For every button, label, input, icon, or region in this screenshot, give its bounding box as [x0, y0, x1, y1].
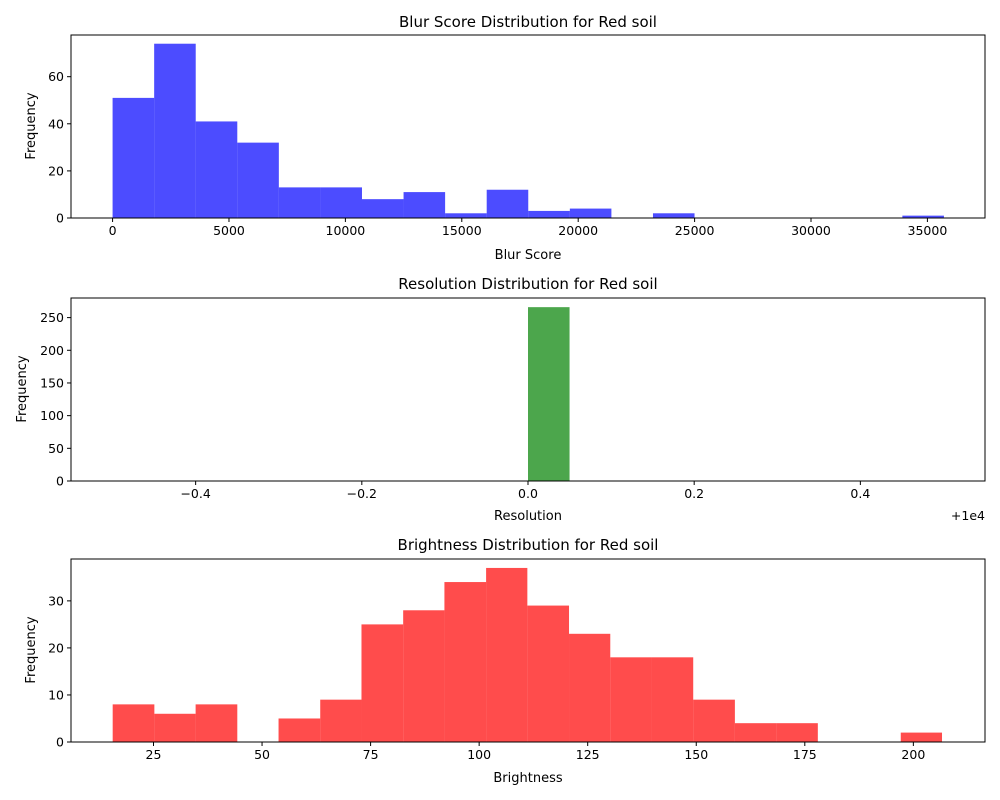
- y-ticks: 0 50 100 150 200 250: [40, 310, 71, 489]
- x-tick-label: 25000: [675, 223, 715, 238]
- histogram-bar: [237, 142, 279, 218]
- histogram-bar: [569, 633, 611, 742]
- histogram-bar: [112, 97, 155, 218]
- x-tick-label: 15000: [442, 223, 482, 238]
- x-tick-label: 10000: [326, 223, 366, 238]
- histogram-bar: [651, 657, 694, 742]
- histogram-bar: [610, 657, 652, 742]
- y-tick-label: 30: [48, 593, 64, 608]
- y-tick-label: 0: [56, 474, 64, 489]
- histogram-bars: [112, 43, 944, 219]
- histogram-bar: [900, 732, 943, 742]
- histogram-bar: [693, 699, 735, 742]
- y-ticks: 0 10 20 30: [48, 593, 71, 750]
- y-tick-label: 250: [40, 310, 64, 325]
- x-tick-label: 125: [576, 747, 600, 762]
- y-tick-label: 20: [48, 163, 64, 178]
- y-ticks: 0 20 40 60: [48, 69, 71, 226]
- x-tick-label: 75: [363, 747, 379, 762]
- x-tick-label: 100: [467, 747, 491, 762]
- histogram-bar: [528, 307, 570, 481]
- histogram-bar: [195, 121, 238, 218]
- histogram-bars: [112, 567, 943, 742]
- x-ticks: 0 5000 10000 15000 20000 25000 30000 35000: [109, 218, 948, 238]
- axes-frame: [70, 34, 986, 219]
- x-tick-label: 150: [684, 747, 708, 762]
- histogram-bar: [734, 723, 777, 742]
- histogram-bar: [569, 208, 612, 218]
- y-axis-label: Frequency: [24, 92, 39, 159]
- histogram-bar: [361, 624, 404, 742]
- offset-text: +1e4: [951, 508, 985, 523]
- histogram-bar: [403, 192, 446, 218]
- x-axis-label: Resolution: [494, 509, 562, 524]
- chart-title: Blur Score Distribution for Red soil: [399, 13, 657, 31]
- histogram-bar: [652, 213, 695, 218]
- x-ticks: −0.4 −0.2 0.0 0.2 0.4: [180, 481, 870, 501]
- y-tick-label: 10: [48, 687, 64, 702]
- histogram-bar: [320, 187, 362, 218]
- x-tick-label: 0.2: [684, 486, 704, 501]
- histogram-bar: [403, 610, 445, 742]
- y-tick-label: 60: [48, 69, 64, 84]
- histogram-bar: [528, 210, 570, 218]
- y-axis-label: Frequency: [15, 355, 30, 422]
- x-tick-label: 0.0: [518, 486, 538, 501]
- y-tick-label: 150: [40, 375, 64, 390]
- y-tick-label: 0: [56, 211, 64, 226]
- y-tick-label: 100: [40, 408, 64, 423]
- x-tick-label: −0.4: [180, 486, 210, 501]
- x-tick-label: 0.4: [850, 486, 870, 501]
- blur-score-panel: Blur Score Distribution for Red soil 0 50…: [24, 13, 986, 263]
- x-tick-label: 200: [901, 747, 925, 762]
- y-axis-label: Frequency: [24, 616, 39, 683]
- x-tick-label: 5000: [213, 223, 245, 238]
- x-tick-label: 0: [109, 223, 117, 238]
- x-tick-label: 25: [146, 747, 162, 762]
- histogram-bars: [528, 307, 570, 481]
- chart-title: Resolution Distribution for Red soil: [398, 275, 657, 293]
- y-tick-label: 50: [48, 441, 64, 456]
- y-tick-label: 20: [48, 640, 64, 655]
- axes-frame: [70, 558, 986, 743]
- histogram-bar: [444, 582, 487, 742]
- y-tick-label: 200: [40, 343, 64, 358]
- histogram-bar: [112, 704, 155, 742]
- x-tick-label: 20000: [558, 223, 598, 238]
- histogram-bar: [278, 187, 321, 218]
- histogram-bar: [195, 704, 238, 742]
- x-tick-label: 30000: [791, 223, 831, 238]
- x-tick-label: 175: [793, 747, 817, 762]
- chart-title: Brightness Distribution for Red soil: [398, 536, 659, 554]
- histogram-bar: [776, 723, 818, 742]
- x-tick-label: 50: [254, 747, 270, 762]
- histogram-bar: [902, 215, 944, 218]
- histogram-bar: [527, 605, 570, 742]
- axes-frame: [70, 297, 986, 482]
- histogram-bar: [320, 699, 362, 742]
- y-tick-label: 40: [48, 116, 64, 131]
- brightness-panel: Brightness Distribution for Red soil 25 5…: [24, 536, 986, 786]
- x-tick-label: −0.2: [347, 486, 377, 501]
- x-axis-label: Blur Score: [495, 248, 562, 263]
- x-tick-label: 35000: [908, 223, 948, 238]
- histogram-bar: [361, 199, 404, 218]
- x-ticks: 25 50 75 100 125 150 175 200: [146, 742, 925, 762]
- resolution-panel: Resolution Distribution for Red soil −0.…: [15, 275, 986, 524]
- histogram-bar: [154, 713, 196, 742]
- histogram-bar: [154, 43, 196, 219]
- x-axis-label: Brightness: [493, 771, 562, 786]
- histogram-bar: [445, 213, 487, 218]
- histogram-bar: [278, 718, 321, 742]
- histogram-bar: [486, 567, 528, 742]
- histogram-bar: [486, 189, 529, 218]
- y-tick-label: 0: [56, 735, 64, 750]
